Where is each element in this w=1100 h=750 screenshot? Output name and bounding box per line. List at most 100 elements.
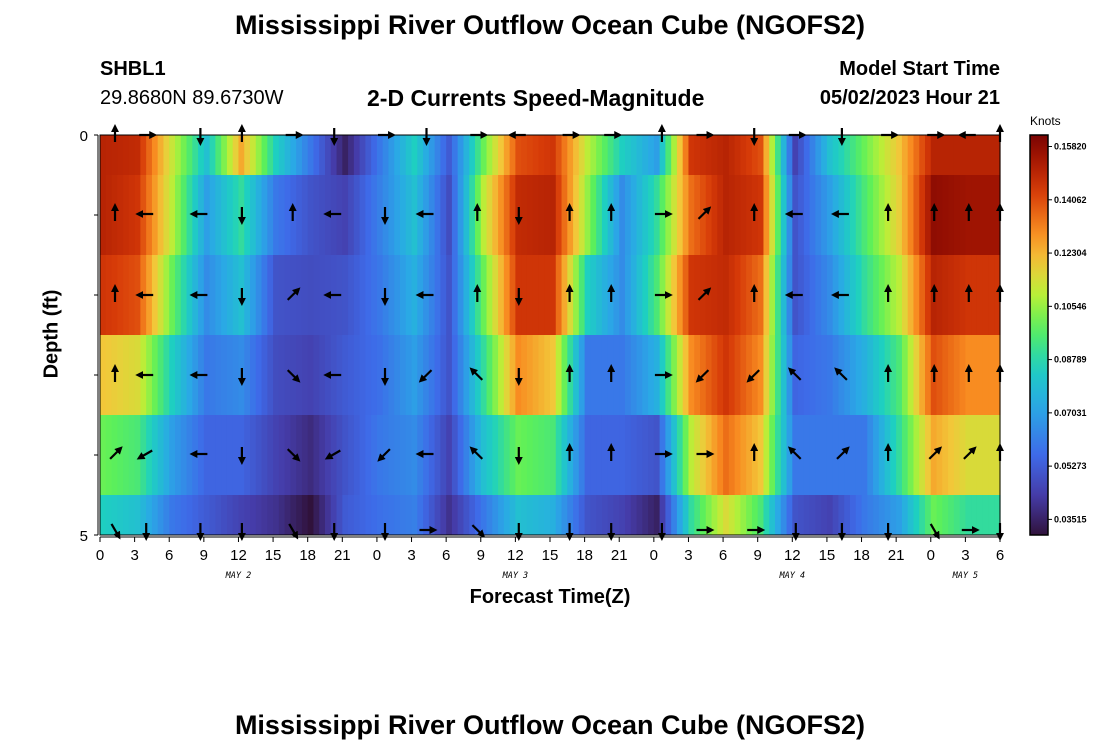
heatmap-cell bbox=[775, 175, 782, 255]
heatmap-cell bbox=[111, 135, 118, 175]
heatmap-cell bbox=[578, 415, 586, 495]
heatmap-cell bbox=[140, 495, 147, 535]
colorbar-tick-label: 0.03515 bbox=[1054, 514, 1087, 524]
heatmap-cell bbox=[607, 495, 615, 535]
heatmap-cell bbox=[723, 415, 730, 495]
station-id: SHBL1 bbox=[100, 58, 166, 80]
heatmap-cell bbox=[128, 335, 136, 415]
heatmap-cell bbox=[555, 175, 563, 255]
heatmap-cell bbox=[538, 495, 545, 535]
heatmap-cell bbox=[503, 415, 511, 495]
heatmap-cell bbox=[244, 335, 251, 415]
heatmap-cell bbox=[913, 335, 920, 415]
colorbar-tick-label: 0.12304 bbox=[1054, 248, 1087, 258]
heatmap-cell bbox=[284, 415, 291, 495]
heatmap-cell bbox=[169, 335, 176, 415]
heatmap-cell bbox=[180, 255, 188, 335]
heatmap-cell bbox=[803, 175, 811, 255]
heatmap-cell bbox=[411, 135, 418, 175]
heatmap-cell bbox=[117, 255, 124, 335]
heatmap-cell bbox=[803, 495, 811, 535]
x-tick-label: 3 bbox=[130, 547, 138, 564]
heatmap-cell bbox=[284, 255, 291, 335]
heatmap-cell bbox=[105, 135, 113, 175]
heatmap-cell bbox=[976, 255, 984, 335]
heatmap-cell bbox=[930, 135, 938, 175]
colorbar-tick-label: 0.15820 bbox=[1054, 142, 1087, 152]
heatmap-cell bbox=[301, 415, 309, 495]
heatmap-cell bbox=[815, 335, 822, 415]
heatmap-cell bbox=[151, 415, 159, 495]
heatmap-cell bbox=[186, 135, 193, 175]
heatmap-cell bbox=[809, 335, 816, 415]
heatmap-cell bbox=[169, 135, 176, 175]
x-tick-label: 15 bbox=[819, 547, 836, 564]
heatmap-cell bbox=[786, 135, 793, 175]
heatmap-cell bbox=[757, 335, 765, 415]
heatmap-cell bbox=[901, 415, 909, 495]
x-tick-label: 18 bbox=[853, 547, 870, 564]
heatmap-cell bbox=[267, 495, 274, 535]
heatmap-cell bbox=[463, 175, 470, 255]
heatmap-cell bbox=[417, 495, 424, 535]
current-arrow bbox=[110, 523, 121, 540]
heatmap-cell bbox=[907, 255, 915, 335]
heatmap-cell bbox=[561, 495, 568, 535]
heatmap-cell bbox=[850, 495, 857, 535]
heatmap-cell bbox=[971, 335, 978, 415]
heatmap-cell bbox=[705, 175, 713, 255]
heatmap-cell bbox=[348, 135, 355, 175]
heatmap-cell bbox=[273, 255, 280, 335]
current-arrow bbox=[286, 287, 301, 301]
heatmap-cell bbox=[717, 495, 724, 535]
heatmap-cell bbox=[584, 415, 591, 495]
heatmap-cell bbox=[959, 415, 966, 495]
heatmap-cell bbox=[353, 415, 361, 495]
heatmap-cell bbox=[676, 495, 684, 535]
heatmap-cell bbox=[757, 255, 765, 335]
heatmap-cell bbox=[578, 335, 586, 415]
heatmap-cell bbox=[388, 495, 395, 535]
heatmap-cell bbox=[278, 135, 286, 175]
model-start-label: Model Start Time bbox=[839, 58, 1000, 80]
heatmap-cell bbox=[648, 175, 655, 255]
heatmap-cell bbox=[486, 415, 493, 495]
heatmap-cell bbox=[809, 415, 816, 495]
heatmap-cell bbox=[244, 415, 251, 495]
heatmap-cell bbox=[948, 135, 955, 175]
heatmap-cell bbox=[942, 135, 949, 175]
heatmap-cell bbox=[636, 135, 643, 175]
heatmap-cell bbox=[642, 255, 649, 335]
heatmap-cell bbox=[498, 175, 505, 255]
heatmap-cell bbox=[394, 175, 401, 255]
heatmap-cell bbox=[705, 135, 713, 175]
heatmap-cell bbox=[342, 495, 349, 535]
heatmap-cell bbox=[330, 135, 338, 175]
heatmap-cell bbox=[636, 335, 643, 415]
x-tick-label: 3 bbox=[684, 547, 692, 564]
heatmap-cell bbox=[186, 175, 193, 255]
heatmap-cell bbox=[573, 255, 580, 335]
heatmap-cell bbox=[815, 135, 822, 175]
heatmap-cell bbox=[284, 135, 291, 175]
heatmap-cell bbox=[740, 335, 747, 415]
heatmap-cell bbox=[301, 495, 309, 535]
heatmap-cell bbox=[336, 415, 343, 495]
heatmap-cell bbox=[371, 335, 378, 415]
heatmap-cell bbox=[751, 495, 759, 535]
heatmap-cell bbox=[226, 495, 234, 535]
heatmap-cell bbox=[451, 495, 459, 535]
heatmap-cell bbox=[948, 335, 955, 415]
heatmap-cell bbox=[671, 495, 678, 535]
heatmap-cell bbox=[509, 255, 516, 335]
heatmap-cell bbox=[896, 255, 903, 335]
heatmap-cell bbox=[532, 175, 540, 255]
heatmap-cell bbox=[867, 255, 874, 335]
heatmap-cell bbox=[815, 495, 822, 535]
heatmap-cell bbox=[746, 495, 753, 535]
heatmap-cell bbox=[763, 335, 770, 415]
heatmap-cell bbox=[913, 415, 920, 495]
heatmap-cell bbox=[682, 495, 690, 535]
heatmap-cell bbox=[959, 255, 966, 335]
heatmap-cell bbox=[440, 495, 447, 535]
